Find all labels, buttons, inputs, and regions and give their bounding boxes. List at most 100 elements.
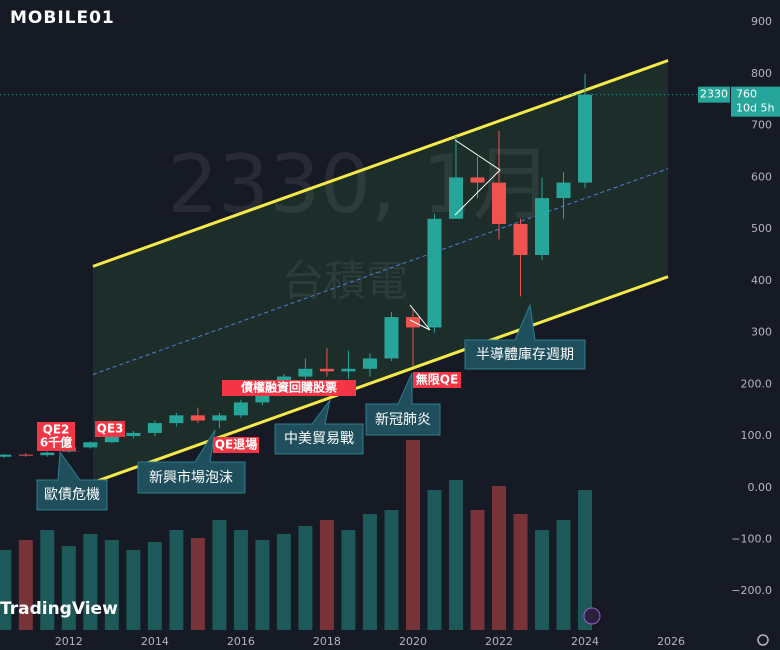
candle-body	[513, 223, 528, 255]
symbol-box	[698, 86, 730, 103]
annotation: 無限QE	[416, 372, 458, 387]
callout	[464, 303, 586, 370]
volume-bar	[190, 538, 205, 630]
volume-bar	[212, 520, 227, 630]
candle-body	[470, 177, 485, 183]
y-tick-label: 800	[751, 67, 772, 80]
volume-bar	[18, 540, 33, 630]
callout	[274, 399, 364, 455]
volume-bar	[470, 510, 485, 630]
label-box	[213, 437, 259, 453]
x-tick-label: 2012	[55, 635, 83, 648]
annotation: 債權融資回購股票	[240, 380, 337, 395]
brand: TradingView	[0, 599, 118, 619]
x-tick-label: 2014	[141, 635, 169, 648]
annotation: QE3	[97, 422, 124, 436]
candle-body	[255, 392, 270, 403]
label-box	[413, 372, 461, 388]
candle-body	[427, 218, 442, 328]
candle-body	[212, 415, 227, 421]
x-tick-label: 2024	[571, 635, 599, 648]
volume-bar	[298, 526, 313, 630]
volume-bar	[384, 510, 399, 630]
candle-body	[83, 442, 98, 448]
candle-body	[341, 368, 356, 372]
y-tick-label: −100.0	[731, 532, 772, 545]
label-box	[95, 421, 125, 437]
y-tick-label: −200.0	[731, 584, 772, 597]
volume-bar	[40, 530, 55, 630]
label-box	[222, 380, 356, 396]
x-tick-label: 2018	[313, 635, 341, 648]
channel-lower	[92, 275, 669, 484]
volume-bar	[61, 546, 76, 630]
y-tick-label: 500	[751, 222, 772, 235]
volume-bar	[169, 530, 184, 630]
y-tick-label: 900	[751, 15, 772, 28]
channel-middle	[92, 168, 669, 375]
volume-bar	[126, 550, 141, 630]
candle-body	[535, 198, 550, 255]
candle-body	[405, 317, 420, 328]
callout	[365, 372, 441, 436]
annotation: 新冠肺炎	[375, 412, 431, 428]
callout	[36, 450, 108, 511]
volume-bar	[255, 540, 270, 630]
settings-icon[interactable]	[757, 634, 769, 646]
label-box	[37, 422, 75, 451]
candle-body	[491, 182, 506, 224]
annotations: QE2 6千億 QE3 歐債危機 新興市場泡沫 QE退場 債權融資回購股票 中美…	[36, 139, 586, 511]
candle-body	[233, 402, 248, 416]
channel-fill	[92, 60, 669, 483]
candle-body	[0, 454, 12, 457]
annotation: 中美貿易戰	[284, 431, 354, 447]
volume-bar	[233, 530, 248, 630]
candle-body	[169, 415, 184, 424]
annotation: 6千億	[40, 435, 72, 450]
x-tick-label: 2016	[227, 635, 255, 648]
candle-body	[448, 177, 463, 219]
volume-bar	[491, 486, 506, 630]
candle-body	[578, 94, 593, 183]
candle-body	[384, 317, 399, 359]
annotation: QE退場	[215, 437, 257, 452]
volume-bar	[362, 514, 377, 630]
candle-body	[126, 432, 141, 437]
logo: MOBILE01	[10, 8, 115, 28]
volume-bar	[405, 440, 420, 630]
volume-bar	[427, 490, 442, 630]
volume-bar	[147, 542, 162, 630]
volume-bar	[0, 550, 12, 630]
drawing	[409, 139, 501, 331]
y-tick-label: 0.00	[748, 481, 773, 494]
volume-bar	[319, 520, 334, 630]
y-tick-label: 600	[751, 170, 772, 183]
volume-bar	[448, 480, 463, 630]
annotation: 新興市場泡沫	[149, 469, 233, 486]
volume-bar	[535, 530, 550, 630]
candle-body	[18, 454, 33, 456]
x-tick-label: 2022	[485, 635, 513, 648]
callout	[137, 429, 246, 494]
lightning-icon[interactable]	[583, 607, 601, 625]
watermark-name: 台積電	[282, 257, 408, 306]
x-tick-label: 2020	[399, 635, 427, 648]
volume-bar	[513, 514, 528, 630]
volume-bar	[556, 520, 571, 630]
volume-bar	[83, 534, 98, 630]
y-tick-label: 700	[751, 119, 772, 132]
volume-bar	[341, 530, 356, 630]
price-box	[731, 86, 780, 117]
candle-body	[362, 358, 377, 369]
y-tick-label: 300	[751, 326, 772, 339]
candle-body	[104, 436, 119, 443]
candle-body	[556, 182, 571, 199]
y-tick-label: 100.0	[741, 429, 773, 442]
last-price: 760	[736, 88, 757, 101]
candle-body	[40, 452, 55, 456]
volume-bar	[578, 490, 593, 630]
volume-bar	[276, 534, 291, 630]
candle-body	[298, 368, 313, 377]
candle-body	[147, 423, 162, 433]
